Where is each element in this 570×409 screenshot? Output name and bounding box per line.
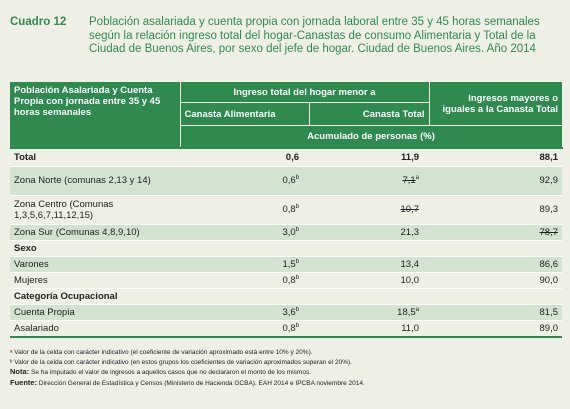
section-label: Sexo [10, 240, 562, 257]
row-header: Población Asalariada y Cuenta Propia con… [10, 81, 181, 149]
cell-value: 0,6 [180, 147, 309, 167]
row-label: Cuenta Propia [10, 304, 180, 321]
footnotes: ᵃ Valor de la celda con carácter indicat… [10, 348, 562, 388]
row-label: Varones [10, 256, 180, 273]
cell-value: 0,8b [180, 272, 309, 289]
sub-header-alimentaria: Canasta Alimentaria [179, 102, 310, 126]
row-label: Zona Centro (Comunas 1,3,5,6,7,11,12,15) [10, 195, 180, 225]
data-table: Población Asalariada y Cuenta Propia con… [10, 81, 563, 338]
cell-value: 3,0b [180, 224, 309, 241]
table-row: Mujeres 0,8b 10,0 90,0 [10, 272, 562, 289]
cell-value: 11,9 [309, 147, 429, 167]
cell-value: 7,1a [309, 166, 429, 196]
caption-title: Población asalariada y cuenta propia con… [89, 16, 540, 55]
cell-value: 92,9 [429, 166, 562, 196]
footnote-b: ᵇ Valor de la celda con carácter indicat… [10, 358, 352, 366]
cell-value: 81,5 [429, 304, 562, 321]
table-row: Zona Sur (Comunas 4,8,9,10) 3,0b 21,3 78… [10, 224, 562, 241]
cell-value: 10,0 [309, 272, 429, 289]
row-label: Mujeres [10, 272, 180, 289]
unit-header: Acumulado de personas (%) [179, 125, 563, 149]
row-label: Total [10, 147, 180, 167]
section-row-categoria: Categoría Ocupacional [10, 288, 562, 305]
cell-value: 0,6b [180, 166, 309, 196]
cell-value: 0,8b [180, 195, 309, 225]
table-row: Zona Norte (comunas 2,13 y 14) 0,6b 7,1a… [10, 166, 562, 196]
cell-value: 89,0 [429, 320, 562, 338]
note: Nota: Se ha imputado el valor de ingreso… [10, 367, 312, 376]
cell-value: 89,3 [429, 195, 562, 225]
footnote-a: ᵃ Valor de la celda con carácter indicat… [10, 349, 313, 356]
cell-value: 78,7 [429, 224, 562, 241]
cell-value: 10,7 [309, 195, 429, 225]
cell-value: 90,0 [429, 272, 562, 289]
caption-label: Cuadro 12 [10, 16, 67, 28]
section-label: Categoría Ocupacional [10, 288, 562, 305]
table-row: Asalariado 0,8b 11,0 89,0 [10, 320, 562, 338]
group-header: Ingreso total del hogar menor a [179, 81, 430, 103]
cell-value: 11,0 [309, 320, 429, 338]
row-label: Zona Norte (comunas 2,13 y 14) [10, 166, 180, 196]
cell-value: 1,5b [180, 256, 309, 273]
table-row: Total 0,6 11,9 88,1 [10, 147, 562, 167]
section-row-sexo: Sexo [10, 240, 562, 257]
right-header: Ingresos mayores o iguales a la Canasta … [428, 81, 562, 126]
cell-value: 21,3 [309, 224, 429, 241]
table-row: Zona Centro (Comunas 1,3,5,6,7,11,12,15)… [10, 195, 562, 225]
cell-value: 3,6b [180, 304, 309, 321]
cell-value: 18,5a [309, 304, 429, 321]
cell-value: 13,4 [309, 256, 429, 273]
row-label: Zona Sur (Comunas 4,8,9,10) [10, 224, 180, 241]
table-row: Cuenta Propia 3,6b 18,5a 81,5 [10, 304, 562, 321]
cell-value: 86,6 [429, 256, 562, 273]
table-caption: Cuadro 12 Población asalariada y cuenta … [10, 16, 562, 57]
row-label: Asalariado [10, 320, 180, 338]
table-row: Varones 1,5b 13,4 86,6 [10, 256, 562, 273]
cell-value: 0,8b [180, 320, 309, 338]
source: Fuente: Dirección General de Estadística… [10, 377, 365, 387]
cell-value: 88,1 [429, 147, 562, 167]
sub-header-total: Canasta Total [308, 102, 430, 126]
